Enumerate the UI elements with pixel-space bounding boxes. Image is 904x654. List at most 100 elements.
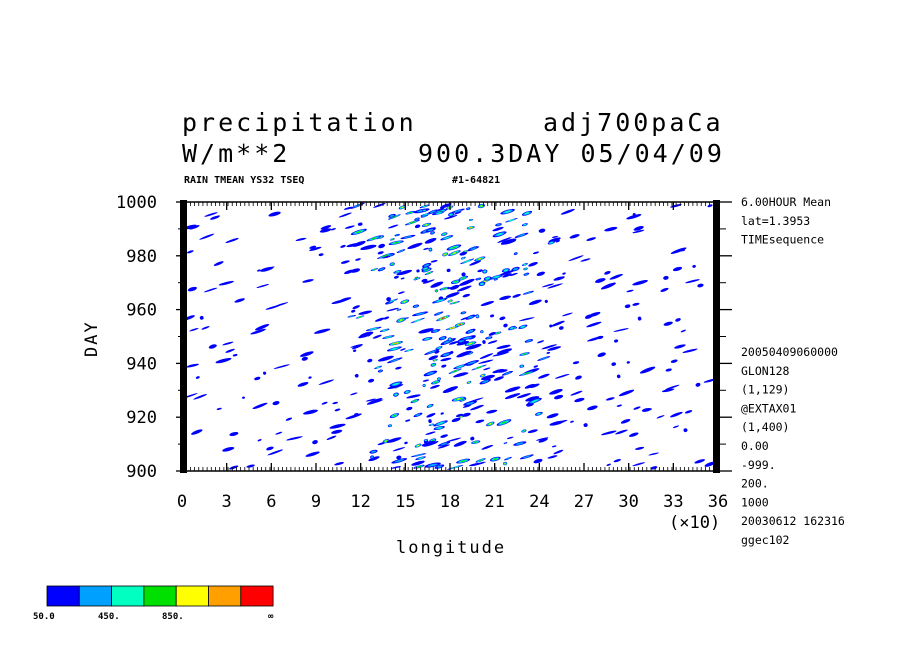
contour-blob — [604, 270, 611, 275]
y-tick-label: 920 — [126, 408, 157, 428]
contour-blob — [483, 270, 486, 273]
contour-blob — [437, 208, 445, 211]
contour-blob — [460, 460, 466, 462]
contour-blob — [504, 371, 511, 375]
contour-blob — [512, 294, 521, 298]
contour-blob — [222, 446, 235, 452]
contour-blob — [446, 437, 462, 443]
contour-blob — [424, 237, 437, 244]
info-bottom-line: @EXTAX01 — [741, 401, 796, 415]
contour-blob — [632, 302, 640, 306]
x-multiplier: (×10) — [669, 513, 720, 533]
contour-blob — [550, 320, 565, 327]
contour-blob — [443, 215, 458, 220]
contour-blob — [216, 407, 222, 410]
contour-blob — [275, 302, 289, 307]
contour-blob — [378, 243, 385, 249]
contour-blob — [509, 272, 518, 276]
contour-blob — [499, 295, 512, 301]
contour-blob — [606, 463, 611, 466]
contour-blob — [533, 365, 539, 368]
contour-blob — [387, 253, 393, 257]
contour-blob — [451, 246, 457, 249]
contour-blob — [524, 383, 535, 389]
contour-blob — [321, 401, 328, 405]
contour-blob — [470, 436, 475, 441]
contour-blob — [456, 285, 472, 292]
contour-blob — [481, 331, 483, 333]
contour-blob — [538, 228, 546, 233]
x-tick-label: 21 — [484, 492, 504, 512]
time-info: 900.3DAY 05/04/09 — [418, 139, 725, 168]
contour-blob — [312, 440, 318, 445]
contour-blob — [468, 381, 470, 384]
y-tick-label: 940 — [126, 354, 157, 374]
x-tick-label: 9 — [311, 492, 321, 512]
contour-blob — [427, 228, 434, 232]
contour-blob — [467, 315, 474, 319]
contour-blob — [613, 458, 621, 463]
contour-blob — [504, 269, 508, 272]
contour-blob — [418, 328, 434, 334]
contour-blob — [386, 307, 400, 312]
contour-blob — [692, 264, 696, 268]
contour-blob — [462, 336, 473, 340]
contour-blob — [492, 368, 505, 374]
contour-blob — [435, 290, 438, 292]
contour-blob — [694, 459, 706, 464]
x-tick-label: 12 — [350, 492, 370, 512]
contour-blob — [329, 423, 346, 429]
contour-blob — [413, 400, 417, 402]
contour-blob — [450, 327, 454, 329]
contour-blob — [377, 251, 384, 255]
contour-blob — [429, 384, 440, 389]
contour-blob — [371, 237, 377, 240]
contour-blob — [418, 457, 423, 460]
contour-blob — [391, 347, 398, 350]
left-edge-bar — [180, 200, 187, 473]
contour-blob — [407, 242, 423, 250]
contour-blob — [541, 344, 557, 350]
precipitation-contours — [181, 202, 716, 470]
contour-blob — [436, 427, 442, 429]
contour-blob — [395, 271, 400, 273]
contour-blob — [436, 299, 443, 302]
contour-blob — [392, 414, 396, 417]
contour-blob — [376, 366, 380, 369]
contour-blob — [501, 421, 507, 424]
contour-blob — [537, 412, 541, 415]
contour-blob — [411, 460, 425, 466]
contour-blob — [330, 228, 337, 231]
contour-blob — [464, 250, 467, 252]
contour-blob — [632, 229, 645, 234]
contour-blob — [462, 404, 472, 408]
contour-blob — [665, 368, 672, 372]
contour-blob — [526, 339, 532, 342]
contour-blob — [443, 233, 446, 235]
contour-blob — [423, 209, 426, 212]
info-bottom-line: GLON128 — [741, 364, 790, 378]
contour-blob — [497, 237, 512, 243]
contour-blob — [432, 364, 435, 366]
contour-blob — [186, 363, 200, 368]
contour-blob — [208, 344, 217, 349]
x-tick-label: 3 — [222, 492, 232, 512]
contour-blob — [493, 275, 500, 279]
contour-blob — [423, 384, 425, 387]
contour-blob — [453, 302, 457, 304]
contour-blob — [262, 371, 267, 375]
contour-blob — [431, 231, 434, 234]
contour-blob — [616, 404, 622, 407]
contour-blob — [391, 263, 394, 265]
contour-blob — [300, 351, 314, 357]
contour-blob — [551, 445, 557, 448]
contour-blob — [391, 466, 402, 469]
contour-blob — [525, 291, 532, 294]
contour-blob — [423, 441, 439, 447]
contour-blob — [272, 401, 280, 406]
contour-blob — [372, 334, 382, 339]
contour-blob — [504, 442, 507, 444]
contour-blob — [242, 396, 245, 399]
contour-blob — [204, 212, 218, 217]
contour-blob — [452, 252, 457, 254]
